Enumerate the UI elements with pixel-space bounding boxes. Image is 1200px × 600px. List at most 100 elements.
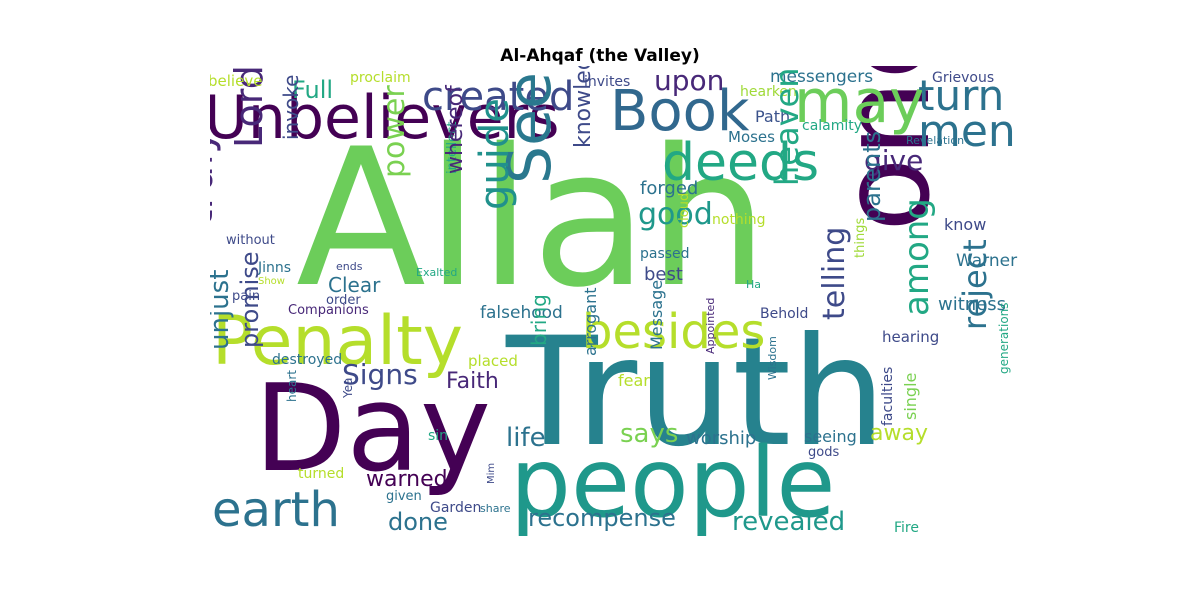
word-full: Full — [292, 76, 333, 104]
word-seeing: seeing — [804, 427, 857, 446]
word-revealed: revealed — [732, 507, 845, 536]
word-turn: turn — [918, 71, 1004, 120]
word-deeds: deeds — [662, 133, 819, 193]
word-gods: gods — [808, 445, 839, 460]
word-unbelievers: Unbelievers — [210, 83, 560, 153]
word-says: says — [620, 419, 678, 449]
word-penalty: Penalty — [212, 302, 463, 381]
word-order: order — [326, 293, 361, 308]
word-truly: truly — [210, 129, 222, 226]
word-single: single — [901, 373, 920, 420]
word-message: Message — [647, 280, 666, 350]
word-best: best — [644, 264, 683, 285]
word-heart: heart — [285, 370, 299, 402]
word-worship: worship — [686, 428, 756, 449]
word-one: one — [815, 66, 957, 232]
word-arrogant: arrogant — [581, 288, 600, 357]
word-people: people — [510, 427, 835, 536]
word-falsehood: falsehood — [480, 303, 563, 323]
word-parents: parents — [858, 131, 886, 222]
word-show: Show — [258, 276, 285, 287]
word-believe: believe — [210, 72, 262, 90]
word-revelation: Revelation — [906, 134, 964, 147]
word-power: power — [377, 85, 412, 178]
word-good: good — [638, 197, 713, 232]
chart-title: Al-Ahqaf (the Valley) — [500, 46, 700, 66]
word-unjust: unjust — [210, 270, 235, 350]
word-given: given — [386, 489, 422, 504]
word-passed: passed — [640, 246, 690, 262]
word-invoke: invoke — [279, 75, 303, 140]
word-appointed: Appointed — [704, 298, 717, 354]
word-hearing: hearing — [882, 328, 939, 346]
word-calamity: calamity — [802, 118, 862, 134]
word-mim: Mim — [486, 463, 497, 484]
word-intellect: intellect — [445, 122, 460, 174]
word-see: See — [495, 72, 565, 184]
word-upon: upon — [654, 66, 724, 97]
word-allah: Allah — [296, 108, 768, 329]
word-forged: forged — [640, 178, 698, 199]
word-truth: Truth — [505, 306, 886, 480]
word-share: share — [480, 502, 511, 515]
word-pain: pain — [232, 289, 260, 304]
word-knowledge: knowledge — [571, 66, 596, 148]
word-warned: warned — [366, 467, 448, 492]
word-warner: Warner — [956, 251, 1017, 271]
word-heavens: heavens — [768, 66, 806, 186]
word-generations: generations — [997, 302, 1011, 374]
word-day: Day — [254, 360, 491, 499]
word-grievous: Grievous — [932, 70, 994, 86]
word-fire: Fire — [894, 520, 919, 536]
word-behold: Behold — [760, 306, 808, 322]
word-earth: earth — [212, 482, 340, 536]
word-clear: Clear — [328, 273, 381, 297]
word-among: among — [897, 198, 937, 316]
word-hearken: hearken — [740, 84, 797, 100]
word-men: men — [918, 106, 1016, 157]
word-fear: fear — [618, 371, 650, 390]
word-give: give — [864, 144, 923, 177]
word-signs: Signs — [342, 358, 418, 391]
word-proclaim: proclaim — [350, 70, 411, 86]
word-ha: Ha — [746, 278, 761, 291]
word-invites: invites — [584, 74, 630, 90]
word-know: know — [944, 215, 986, 234]
word-without: without — [226, 233, 275, 248]
word-faith: Faith — [446, 369, 499, 394]
word-path: Path — [755, 107, 790, 126]
word-done: done — [388, 508, 448, 536]
word-life: life — [506, 423, 546, 453]
word-yea: Yea — [341, 378, 355, 399]
word-moses: Moses — [728, 128, 775, 146]
word-recompense: recompense — [528, 504, 676, 532]
word-messengers: messengers — [770, 67, 873, 87]
word-garden: Garden — [430, 500, 481, 516]
word-turned: turned — [298, 466, 344, 482]
word-guide: guide — [472, 98, 518, 210]
word-promise: promise — [236, 251, 264, 348]
word-bring: bring — [527, 294, 551, 346]
word-nothing: nothing — [712, 212, 765, 228]
word-witness: witness — [938, 294, 1006, 315]
word-created: created — [422, 74, 574, 120]
word-things: things — [853, 218, 868, 258]
word-companions: Companions — [288, 303, 369, 318]
word-telling: telling — [817, 227, 852, 320]
word-sin: sin — [428, 428, 448, 444]
word-exalted: Exalted — [416, 266, 457, 279]
word-away: away — [870, 421, 928, 446]
word-book: Book — [610, 79, 750, 144]
word-destroyed: destroyed — [272, 352, 342, 368]
word-cloud: cloud — [677, 193, 692, 228]
word-ends: ends — [336, 260, 363, 273]
word-placed: placed — [468, 352, 518, 370]
word-besides: besides — [582, 304, 765, 360]
word-reject: reject — [956, 239, 994, 330]
word-wisdom: Wisdom — [766, 336, 779, 380]
word-lord: Lord — [227, 66, 271, 148]
word-jinns: Jinns — [257, 260, 291, 276]
word-whereof: whereof — [443, 84, 468, 174]
word-may: may — [794, 67, 925, 137]
